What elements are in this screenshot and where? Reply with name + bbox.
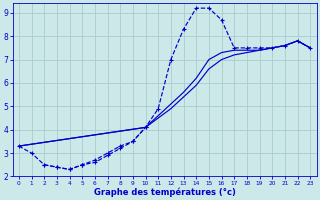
- X-axis label: Graphe des températures (°c): Graphe des températures (°c): [93, 187, 236, 197]
